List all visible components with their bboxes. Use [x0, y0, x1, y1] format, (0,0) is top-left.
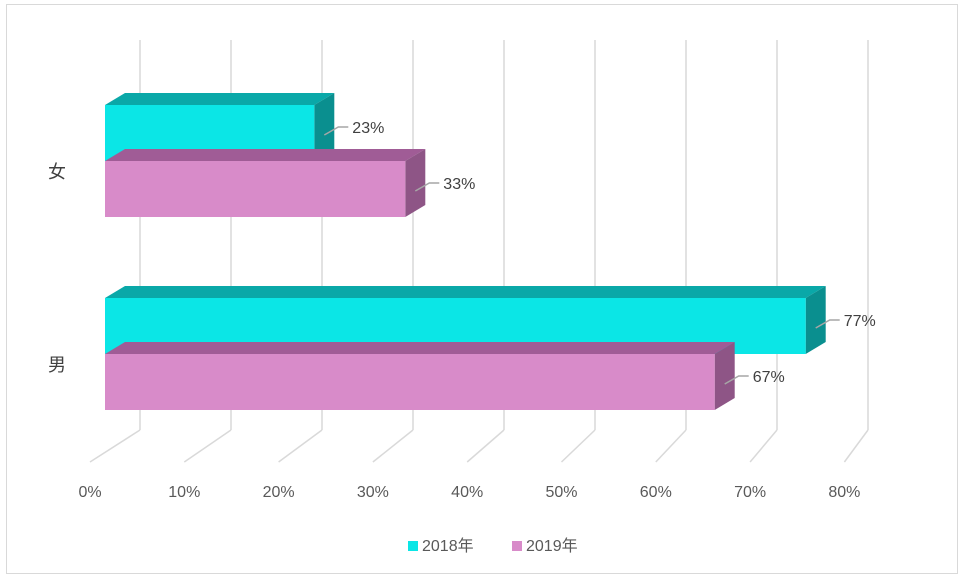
category-label: 女 — [48, 162, 66, 183]
legend-swatch — [408, 541, 418, 551]
bar-side-face — [314, 93, 335, 161]
bar-front-face — [105, 161, 406, 217]
floor-gridline — [89, 429, 141, 463]
data-label-leader — [414, 182, 440, 192]
legend-item[interactable]: 2018年 — [408, 537, 474, 555]
floor-gridline — [655, 429, 687, 463]
bar-top-face — [105, 342, 735, 354]
bar[interactable] — [105, 149, 426, 217]
x-tick-label: 20% — [263, 484, 295, 501]
data-labels: 23% 33% 77% 67% — [323, 120, 876, 386]
data-label: 23% — [352, 120, 384, 137]
x-tick-label: 30% — [357, 484, 389, 501]
category-label: 男 — [48, 355, 66, 376]
category-labels: 女男 — [48, 162, 66, 376]
bar-top-face — [105, 286, 826, 298]
x-tick-label: 40% — [451, 484, 483, 501]
x-tick-label: 80% — [828, 484, 860, 501]
x-tick-label: 10% — [168, 484, 200, 501]
floor-gridline — [560, 429, 596, 463]
data-label: 77% — [844, 313, 876, 330]
bar-side-face — [805, 286, 826, 354]
bar-side-face — [405, 149, 426, 217]
floor-gridline — [183, 429, 232, 463]
floor-gridline — [278, 429, 323, 463]
floor-gridline — [843, 429, 869, 463]
legend-item[interactable]: 2019年 — [512, 537, 578, 555]
bar[interactable] — [105, 342, 735, 410]
bars — [105, 93, 826, 410]
x-axis-ticks: 0% 10% 20% 30% 40% 50% 60% 70% 80% — [78, 484, 860, 501]
legend-label: 2018年 — [422, 537, 474, 555]
data-label-leader — [323, 126, 349, 136]
floor-gridline — [749, 429, 778, 463]
bar-top-face — [105, 149, 426, 161]
x-tick-label: 0% — [78, 484, 101, 501]
x-tick-label: 50% — [545, 484, 577, 501]
legend-label: 2019年 — [526, 537, 578, 555]
bar-side-face — [714, 342, 735, 410]
floor-gridline — [466, 429, 505, 463]
data-label: 67% — [753, 369, 785, 386]
legend[interactable]: 2018年 2019年 — [408, 537, 578, 555]
bar-top-face — [105, 93, 335, 105]
data-label: 33% — [443, 176, 475, 193]
x-tick-label: 60% — [640, 484, 672, 501]
data-label-leader — [815, 319, 840, 329]
x-tick-label: 70% — [734, 484, 766, 501]
data-label-leader — [724, 375, 749, 385]
legend-swatch — [512, 541, 522, 551]
bar-front-face — [105, 354, 715, 410]
floor-gridline — [372, 429, 414, 463]
